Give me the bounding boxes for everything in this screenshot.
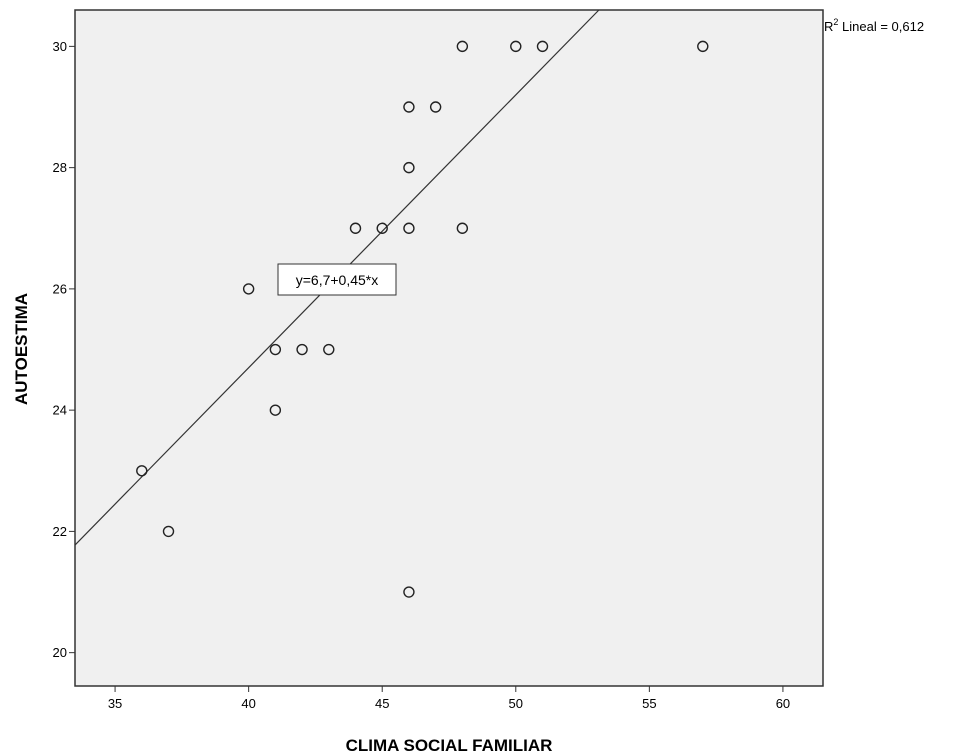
y-tick-label: 30 (53, 39, 67, 54)
r2-prefix: R (824, 19, 833, 34)
data-point (429, 101, 442, 113)
x-tick-label: 35 (108, 696, 122, 711)
r2-superscript: 2 (833, 17, 838, 27)
y-tick-label: 28 (53, 160, 67, 175)
data-point (162, 525, 175, 538)
points-group (136, 40, 709, 598)
x-ticks: 35 40 45 50 55 60 (108, 686, 790, 711)
y-axis-title: AUTOESTIMA (12, 293, 31, 405)
r2-annotation: R2 Lineal = 0,612 (824, 17, 924, 34)
x-tick-label: 55 (642, 696, 656, 711)
y-tick-label: 26 (53, 281, 67, 296)
x-tick-label: 45 (375, 696, 389, 711)
plot-frame (74, 9, 824, 687)
data-point (697, 40, 709, 53)
data-point (269, 343, 282, 356)
x-axis-title: CLIMA SOCIAL FAMILIAR (346, 736, 553, 755)
x-tick-label: 40 (241, 696, 255, 711)
equation-text: y=6,7+0,45*x (296, 272, 379, 288)
x-tick-label: 50 (509, 696, 523, 711)
data-point (242, 283, 255, 295)
y-tick-label: 24 (53, 403, 67, 418)
y-ticks: 20 22 24 26 28 30 (53, 39, 75, 660)
y-tick-label: 22 (53, 524, 67, 539)
data-point (296, 343, 308, 356)
data-point (269, 404, 282, 416)
data-point (403, 586, 415, 598)
data-point (536, 40, 549, 53)
data-point (403, 101, 415, 113)
data-point (403, 161, 415, 174)
data-point (136, 465, 148, 477)
data-point (456, 222, 469, 234)
data-point (403, 222, 415, 234)
equation-box (277, 263, 397, 296)
data-point (376, 222, 388, 234)
y-tick-label: 20 (53, 645, 67, 660)
plot-area (75, 10, 823, 686)
r2-suffix: Lineal = 0,612 (838, 19, 924, 34)
data-point (349, 222, 362, 234)
equation-label: y=6,7+0,45*x (277, 263, 397, 296)
data-point (323, 343, 335, 356)
data-point (510, 40, 522, 53)
data-point (456, 40, 469, 53)
x-tick-label: 60 (776, 696, 790, 711)
